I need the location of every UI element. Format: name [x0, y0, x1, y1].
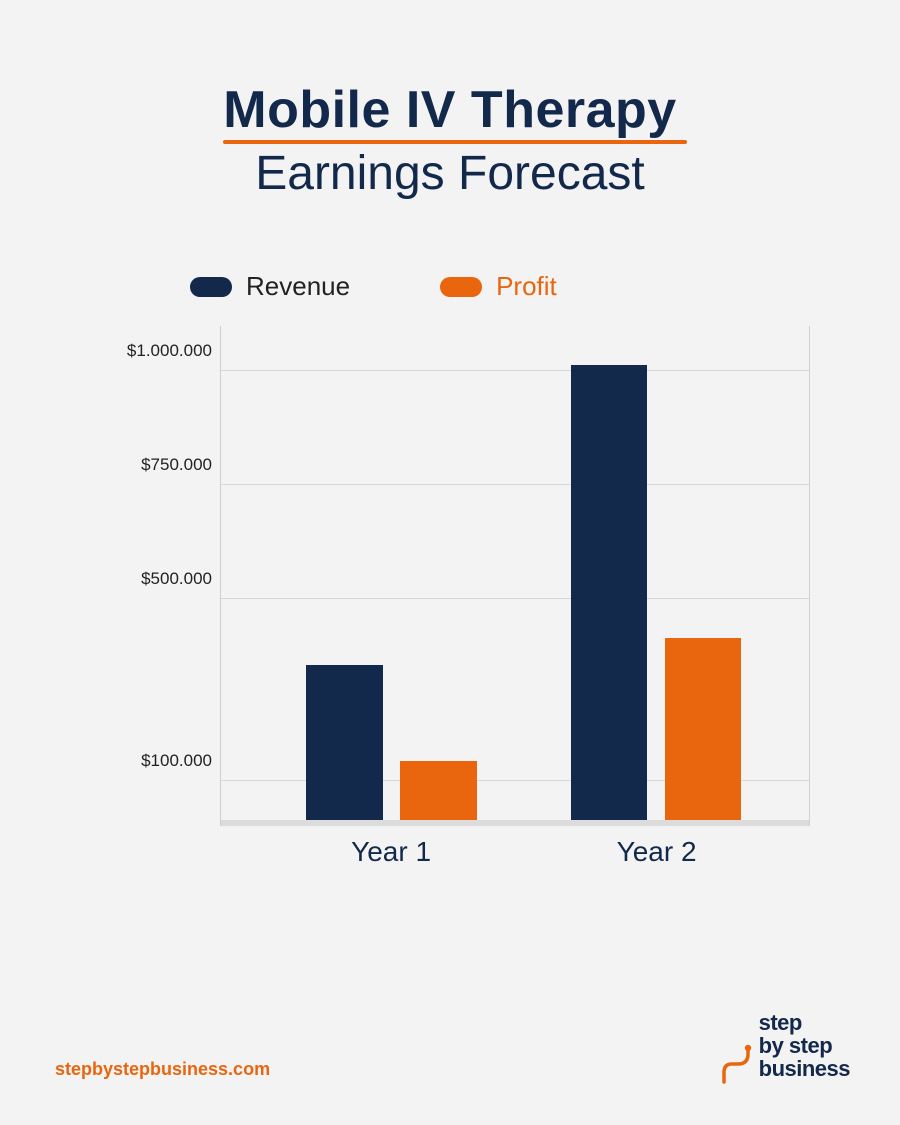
title-block: Mobile IV Therapy Earnings Forecast [50, 80, 850, 201]
y-tick-label: $100.000 [141, 751, 212, 771]
chart: $100.000 $500.000 $750.000 $1.000.000 Year … [110, 326, 810, 866]
legend-swatch-revenue [190, 277, 232, 297]
logo-line3: business [759, 1057, 850, 1080]
x-labels: Year 1 Year 2 [220, 836, 810, 876]
legend: Revenue Profit [50, 271, 850, 302]
legend-label-profit: Profit [496, 271, 557, 302]
gridline [221, 598, 809, 599]
y-tick-label: $500.000 [141, 569, 212, 589]
legend-item-profit: Profit [440, 271, 557, 302]
legend-label-revenue: Revenue [246, 271, 350, 302]
y-axis: $100.000 $500.000 $750.000 $1.000.000 [110, 326, 220, 826]
x-axis-bar [221, 820, 809, 826]
logo-line2: by step [759, 1034, 850, 1057]
x-tick-label: Year 1 [351, 836, 431, 868]
bar-revenue-1 [571, 365, 647, 820]
gridline [221, 370, 809, 371]
gridline [221, 484, 809, 485]
x-tick-label: Year 2 [617, 836, 697, 868]
legend-item-revenue: Revenue [190, 271, 350, 302]
title-line1: Mobile IV Therapy [223, 80, 676, 140]
bar-profit-0 [400, 761, 476, 820]
footer: stepbystepbusiness.com step by step busi… [55, 1011, 850, 1080]
bar-profit-1 [665, 638, 741, 820]
y-tick-label: $1.000.000 [127, 341, 212, 361]
y-tick-label: $750.000 [141, 455, 212, 475]
title-line2: Earnings Forecast [50, 146, 850, 201]
logo-line1: step [759, 1011, 850, 1034]
logo-step-icon [718, 1042, 756, 1086]
logo: step by step business [718, 1011, 850, 1080]
plot-area [220, 326, 810, 826]
title-underline [223, 140, 686, 144]
bar-revenue-0 [306, 665, 382, 820]
title-line1-text: Mobile IV Therapy [223, 81, 676, 139]
legend-swatch-profit [440, 277, 482, 297]
footer-url: stepbystepbusiness.com [55, 1059, 270, 1080]
